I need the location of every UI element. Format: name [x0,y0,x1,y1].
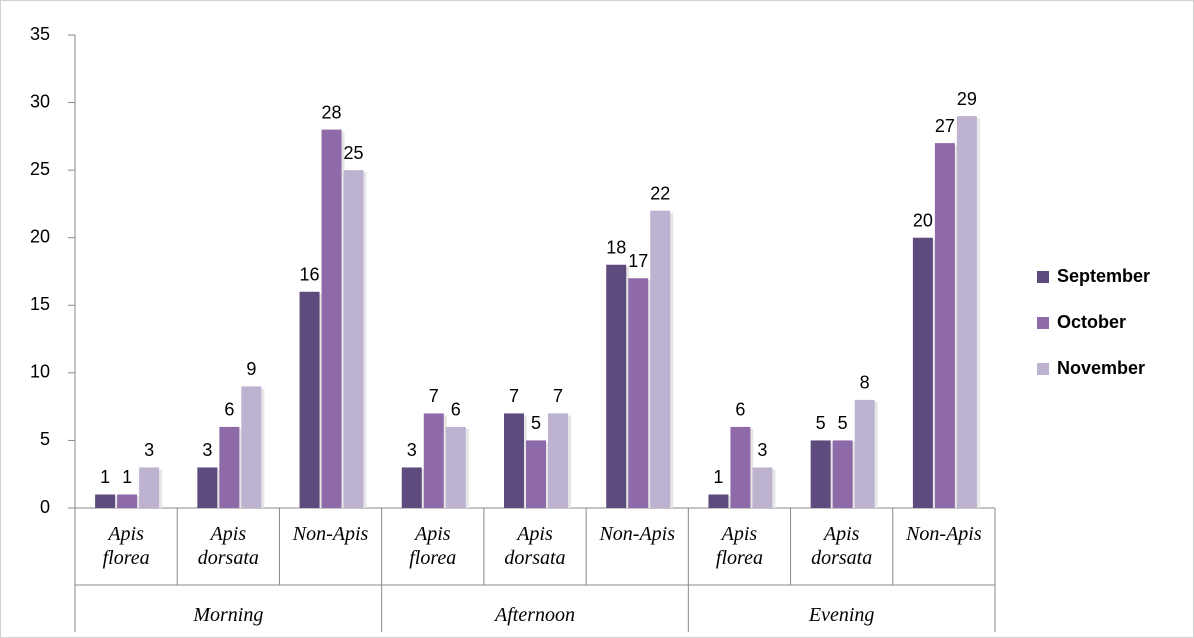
value-label: 5 [838,413,848,433]
bar [343,170,364,508]
value-label: 18 [606,237,626,257]
value-label: 1 [122,467,132,487]
x-tick-label: Non-Apis [906,523,982,545]
y-tick-label: 35 [30,24,50,44]
bar [912,237,933,508]
group-label: Morning [193,604,264,626]
bar [708,494,729,508]
bar [730,426,751,508]
legend-text: October [1057,312,1126,332]
y-tick-label: 0 [40,497,50,517]
bar [504,413,524,508]
legend-text: September [1057,266,1150,286]
value-label: 5 [531,413,541,433]
bar [752,467,773,508]
x-tick-label: Apis dorsata [197,523,259,569]
bar [321,129,342,508]
value-label: 7 [553,386,563,406]
bar [197,467,218,508]
bar [95,494,116,508]
value-label: 6 [224,400,234,420]
y-tick-label: 20 [30,226,50,246]
value-label: 8 [860,373,870,393]
bar [139,467,160,508]
bar [956,116,977,508]
x-tick-label: Non-Apis [599,523,675,545]
value-label: 17 [628,251,648,271]
x-tick-label: Apis dorsata [811,523,873,569]
legend-swatch [1037,363,1049,375]
legend-swatch [1037,317,1049,329]
bar [526,440,546,508]
y-tick-label: 30 [30,91,50,111]
value-label: 5 [816,413,826,433]
legend-swatch [1037,271,1049,283]
value-label: 28 [322,102,342,122]
bar [423,413,444,508]
bar [628,278,649,508]
x-tick-label: Non-Apis [292,523,369,545]
bar [934,143,955,508]
value-label: 1 [713,467,723,487]
bar [854,399,875,508]
value-label: 29 [957,89,977,109]
bar [299,291,320,508]
value-label: 6 [451,400,461,420]
value-label: 22 [650,183,670,203]
bar [832,440,853,508]
value-label: 9 [246,359,256,379]
bar [219,426,240,508]
group-label: Afternoon [494,604,575,626]
value-label: 27 [935,116,955,136]
bar [401,467,422,508]
x-tick-label: Apis dorsata [504,523,566,569]
x-tick-label: Apis florea [102,523,150,569]
value-label: 25 [344,143,364,163]
legend-text: November [1057,358,1145,378]
bar [241,386,262,508]
value-label: 6 [735,400,745,420]
x-tick-label: Apis florea [715,523,763,569]
group-label: Evening [808,604,875,626]
bar [548,413,568,508]
x-tick-label: Apis florea [409,523,457,569]
value-label: 7 [509,386,519,406]
bar [810,440,831,508]
y-tick-label: 25 [30,159,50,179]
value-label: 3 [407,440,417,460]
y-tick-label: 15 [30,294,50,314]
value-label: 7 [429,386,439,406]
y-tick-label: 10 [30,362,50,382]
value-label: 1 [100,467,110,487]
value-label: 3 [757,440,767,460]
bar [445,426,466,508]
bar [117,494,138,508]
value-label: 3 [144,440,154,460]
value-label: 16 [300,265,320,285]
bar [650,210,671,508]
bar [606,264,627,508]
value-label: 3 [202,440,212,460]
y-tick-label: 5 [40,429,50,449]
value-label: 20 [913,210,933,230]
